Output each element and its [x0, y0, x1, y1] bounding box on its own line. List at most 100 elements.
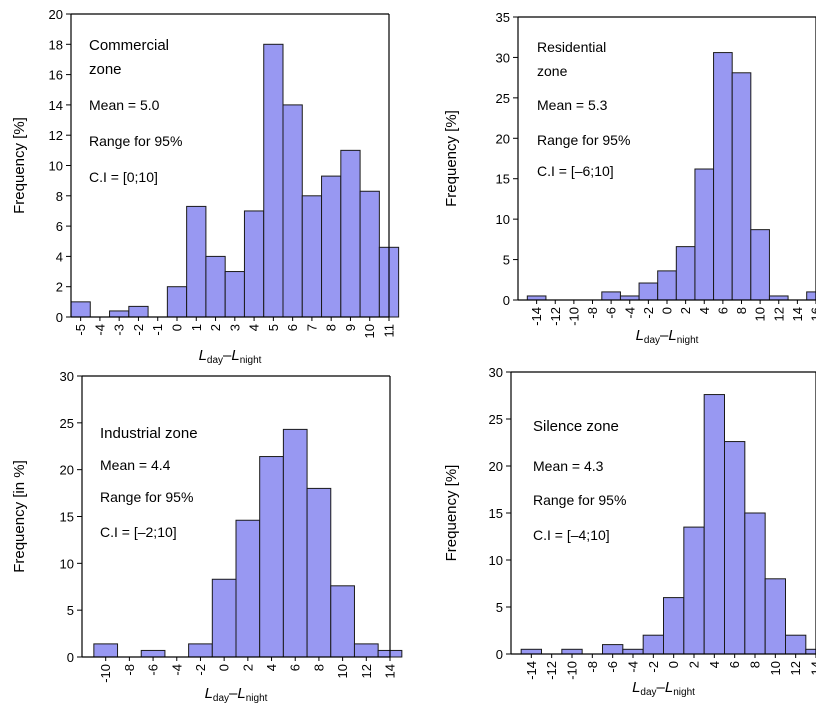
x-tick-label: -3 — [112, 324, 127, 336]
x-tick-label: -2 — [131, 324, 146, 336]
histogram-bar — [235, 519, 261, 658]
x-axis-title-part: L — [237, 685, 245, 702]
annotation-text: Industrial zone — [100, 425, 198, 442]
x-tick-label: 0 — [217, 664, 232, 671]
histogram-bar — [601, 291, 621, 301]
y-tick-label: 0 — [67, 650, 74, 665]
x-axis-title-part: L — [231, 347, 239, 364]
annotation-text: Mean = 5.3 — [537, 97, 608, 113]
annotation-text: Range for 95% — [533, 492, 626, 508]
histogram-bar — [694, 168, 715, 301]
x-tick-label: 2 — [687, 661, 702, 668]
x-tick-label: 3 — [227, 324, 242, 331]
y-tick-label: 20 — [49, 7, 63, 22]
y-tick-label: 10 — [60, 556, 74, 571]
x-axis-title-part: L — [636, 327, 644, 344]
x-tick-label: 14 — [383, 664, 398, 678]
y-tick-label: 15 — [489, 506, 503, 521]
x-tick-label: 6 — [285, 324, 300, 331]
x-tick-label: 0 — [660, 307, 675, 314]
x-tick-label: -10 — [566, 307, 581, 326]
y-tick-label: 5 — [503, 253, 510, 268]
x-tick-label: -5 — [73, 324, 88, 336]
histogram-bar — [642, 634, 664, 655]
x-axis-title-part: L — [205, 685, 213, 702]
annotation-text: Range for 95% — [89, 133, 182, 149]
y-axis-title: Frequency [in %] — [11, 460, 28, 573]
x-tick-label: 10 — [335, 664, 350, 678]
x-tick-label: 2 — [240, 664, 255, 671]
histogram-bar — [785, 634, 807, 655]
y-tick-label: 35 — [496, 10, 510, 25]
x-axis-title-part: night — [240, 355, 262, 366]
histogram-bar — [731, 72, 752, 301]
y-tick-label: 10 — [496, 212, 510, 227]
x-tick-label: 4 — [707, 661, 722, 668]
x-tick-label: -10 — [98, 664, 113, 683]
histogram-bar — [140, 649, 166, 658]
annotation-text: C.I = [–6;10] — [537, 163, 614, 179]
x-axis-title-part: day — [213, 693, 229, 704]
x-tick-label: -6 — [146, 664, 161, 676]
y-axis-title: Frequency [%] — [11, 117, 28, 214]
x-tick-label: -4 — [92, 324, 107, 336]
x-tick-label: -14 — [524, 661, 539, 680]
x-axis-title: Lday–Lnight — [632, 679, 695, 698]
x-axis-title-part: – — [657, 679, 666, 696]
histogram-bar — [186, 205, 207, 318]
histogram-bar — [224, 271, 245, 318]
x-tick-label: -12 — [544, 661, 559, 680]
x-axis-title-part: – — [229, 685, 238, 702]
annotation-text: zone — [537, 63, 568, 79]
x-tick-label: -6 — [604, 307, 619, 319]
x-tick-label: 10 — [753, 307, 768, 321]
x-tick-label: 12 — [771, 307, 786, 321]
histogram-bar — [683, 526, 705, 655]
x-tick-label: -4 — [169, 664, 184, 676]
x-tick-label: 8 — [324, 324, 339, 331]
histogram-bar — [657, 270, 677, 301]
x-tick-label: 10 — [768, 661, 783, 675]
histogram-bar — [744, 512, 766, 655]
x-axis-title-part: day — [640, 687, 656, 698]
histogram-bar — [243, 210, 265, 318]
histogram-bar — [259, 456, 284, 658]
x-tick-label: -4 — [626, 661, 641, 673]
histogram-bar — [301, 195, 323, 318]
x-tick-label: 8 — [748, 661, 763, 668]
x-tick-label: 0 — [666, 661, 681, 668]
annotation-text: C.I = [0;10] — [89, 169, 158, 185]
histogram-bar — [561, 648, 583, 655]
histogram-bar — [263, 43, 284, 318]
histogram-bar — [619, 295, 640, 301]
histogram-bar — [526, 295, 547, 301]
y-tick-label: 8 — [56, 189, 63, 204]
x-tick-label: -2 — [641, 307, 656, 319]
y-tick-label: 16 — [49, 68, 63, 83]
x-tick-label: -1 — [150, 324, 165, 336]
x-tick-label: 4 — [264, 664, 279, 671]
y-tick-label: 5 — [496, 600, 503, 615]
x-axis-title-part: day — [207, 355, 223, 366]
y-tick-label: 20 — [489, 459, 503, 474]
histogram-bar — [166, 286, 188, 318]
x-axis-title-part: – — [660, 327, 669, 344]
annotation-text: C.I = [–4;10] — [533, 527, 610, 543]
y-tick-label: 20 — [496, 131, 510, 146]
annotation-text: Range for 95% — [537, 132, 630, 148]
x-tick-label: 7 — [304, 324, 319, 331]
y-tick-label: 30 — [489, 365, 503, 380]
x-tick-label: 6 — [715, 307, 730, 314]
y-axis-title: Frequency [%] — [443, 110, 460, 207]
y-tick-label: 30 — [496, 50, 510, 65]
x-tick-label: 14 — [809, 661, 816, 675]
histogram-bar — [70, 301, 91, 318]
histogram-bar — [359, 190, 380, 318]
histogram-bar — [638, 282, 659, 301]
annotation-text: Residential — [537, 39, 606, 55]
x-tick-label: 4 — [697, 307, 712, 314]
y-tick-label: 18 — [49, 37, 63, 52]
x-tick-label: -8 — [585, 661, 600, 673]
